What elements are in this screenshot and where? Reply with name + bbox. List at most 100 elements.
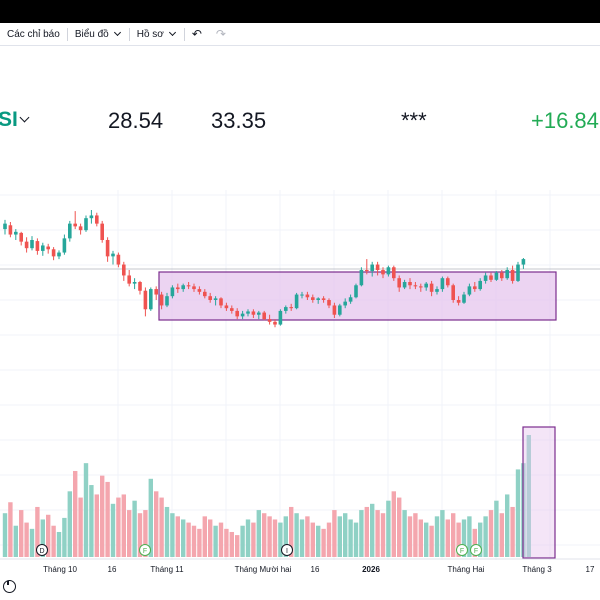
volume-bar	[240, 525, 245, 557]
candle-body	[19, 232, 23, 242]
candle-body	[392, 267, 396, 279]
candle-body	[440, 278, 445, 290]
candle-body	[489, 275, 493, 280]
candle-body	[494, 272, 499, 280]
candle-body	[122, 264, 126, 276]
volume-bar	[348, 519, 353, 557]
volume-bar	[424, 522, 429, 557]
volume-bar	[83, 463, 89, 557]
candle-body	[41, 245, 45, 251]
undo-button[interactable]: ↶	[185, 23, 209, 45]
candle-body	[375, 264, 380, 270]
event-marker-circle	[36, 544, 48, 556]
toolbar-divider	[66, 27, 68, 41]
candle-body	[46, 246, 50, 250]
event-marker: F	[456, 544, 468, 556]
volume-bar	[56, 531, 62, 557]
volume-bar	[494, 500, 499, 557]
volume-bar	[375, 510, 380, 557]
candle-body	[24, 241, 29, 249]
volume-bar	[245, 519, 251, 557]
volume-bar	[127, 510, 132, 557]
volume-bar	[8, 502, 13, 557]
volume-bar	[164, 506, 170, 557]
volume-bar	[267, 516, 272, 557]
volume-bar	[89, 485, 94, 557]
volume-bar	[46, 514, 51, 557]
stat-value-1: 28.54	[108, 108, 164, 133]
candle-body	[213, 298, 218, 300]
candle-body	[51, 249, 56, 257]
chart-menu-button[interactable]: Biểu đồ	[68, 23, 129, 45]
candle-body	[446, 278, 450, 286]
redo-button[interactable]: ↷	[209, 23, 233, 45]
volume-bar	[159, 497, 164, 557]
candle-body	[8, 225, 13, 235]
volume-bar	[170, 513, 175, 557]
volume-bar	[418, 519, 423, 557]
candle-body	[251, 311, 256, 315]
candle-body	[278, 310, 283, 325]
candle-body	[343, 301, 347, 306]
candle-body	[230, 308, 234, 311]
candle-body	[338, 305, 342, 315]
volume-bar	[197, 528, 202, 557]
volume-bar	[213, 525, 218, 557]
stat-value-3: ***	[401, 108, 427, 133]
volume-bar	[343, 513, 348, 557]
volume-bar	[143, 510, 148, 557]
candle-body	[203, 291, 207, 297]
candle-body	[332, 305, 337, 315]
volume-highlight[interactable]	[522, 426, 556, 559]
volume-bar	[186, 522, 191, 557]
volume-bar	[456, 522, 461, 557]
candle-body	[224, 305, 229, 309]
volume-bar	[229, 531, 234, 557]
volume-bar	[262, 513, 267, 557]
candle-body	[30, 240, 34, 249]
volume-bar	[35, 506, 40, 557]
candle-body	[143, 290, 148, 310]
profile-menu-button[interactable]: Hồ sơ	[130, 23, 184, 45]
candle-body	[462, 294, 466, 303]
volume-bar	[326, 522, 332, 557]
volume-bar	[505, 494, 510, 557]
candle-body	[359, 270, 364, 286]
candle-body	[456, 300, 461, 303]
volume-bar	[321, 528, 326, 557]
volume-bar	[208, 519, 213, 557]
volume-bar	[40, 519, 45, 557]
clock-icon[interactable]	[3, 580, 16, 593]
candle-body	[510, 270, 515, 281]
event-marker-circle	[456, 544, 468, 556]
volume-bar	[24, 522, 29, 557]
volume-bar	[413, 513, 418, 557]
candle-body	[381, 270, 385, 275]
candle-body	[62, 238, 67, 253]
candle-body	[186, 285, 191, 287]
chart-menu-label: Biểu đồ	[74, 28, 109, 40]
candle-body	[132, 282, 137, 284]
chart-toolbar: Các chỉ báo Biểu đồ Hồ sơ ↶ ↷	[0, 23, 600, 45]
candle-body	[257, 312, 261, 315]
candle-body	[500, 272, 504, 279]
indicators-button[interactable]: Các chỉ báo	[0, 23, 67, 45]
volume-bar	[440, 510, 445, 557]
candle-body	[154, 289, 158, 295]
volume-bar	[283, 516, 288, 557]
candle-body	[127, 275, 131, 284]
candle-body	[419, 286, 423, 288]
volume-bar	[294, 513, 299, 557]
volume-bar	[105, 481, 110, 557]
candle-body	[483, 275, 488, 281]
window-top-bar	[0, 0, 600, 23]
candle-body	[467, 286, 472, 295]
volume-bar	[461, 519, 467, 557]
symbol-name[interactable]: SI	[0, 108, 18, 131]
volume-bar	[515, 469, 521, 557]
candle-body	[181, 285, 185, 290]
volume-bar	[278, 522, 283, 557]
candle-body	[105, 240, 110, 257]
candle-body	[435, 289, 439, 292]
